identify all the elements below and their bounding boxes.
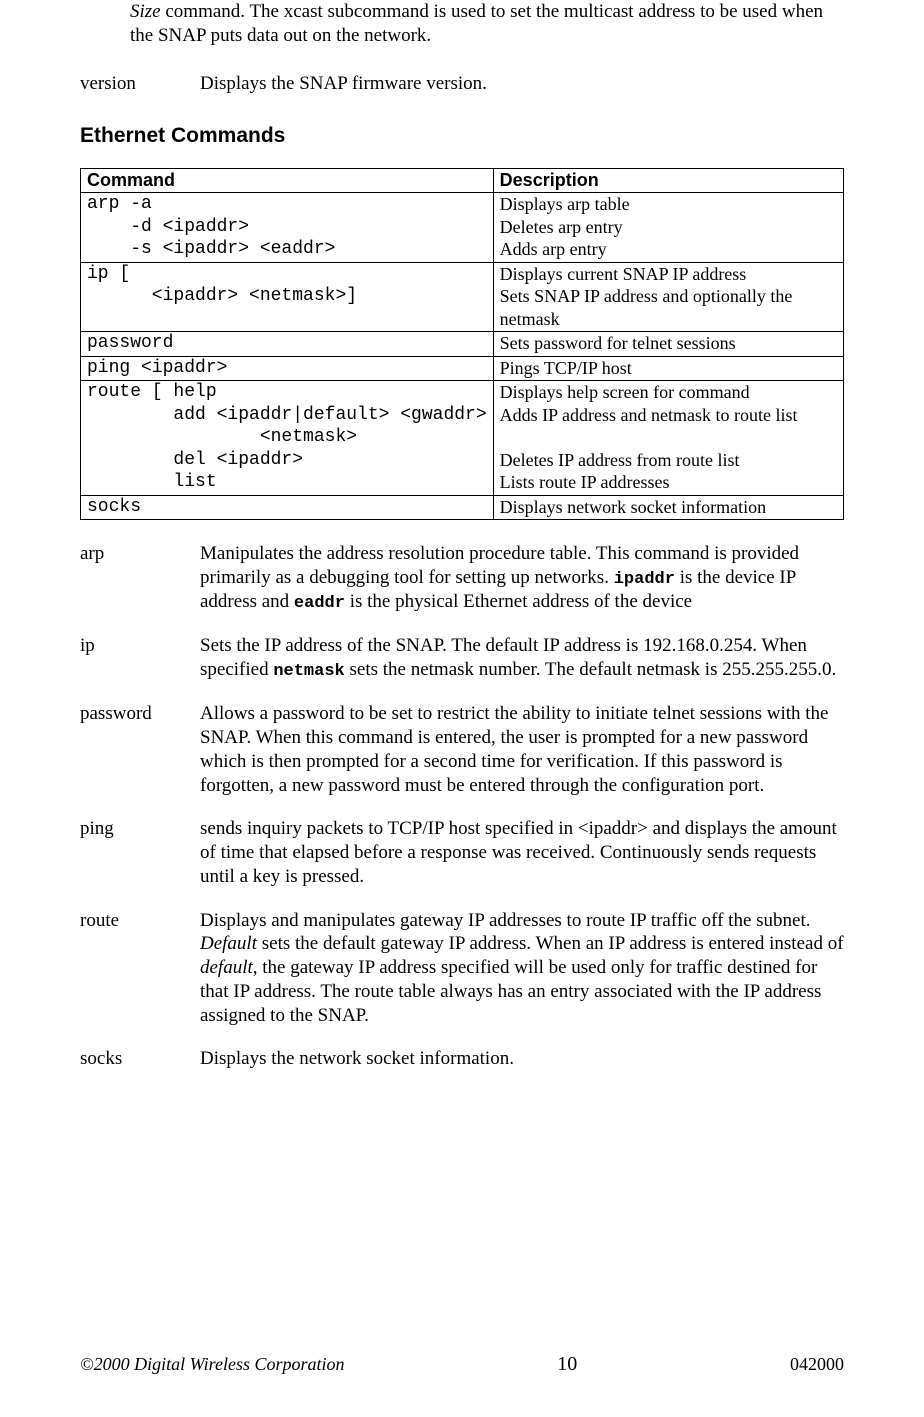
col-command: Command bbox=[81, 168, 494, 193]
ethernet-commands-table: Command Description arp -a -d <ipaddr> -… bbox=[80, 168, 844, 521]
def-term: socks bbox=[80, 1047, 200, 1071]
version-term: version bbox=[80, 72, 200, 96]
desc-cell: Sets password for telnet sessions bbox=[493, 332, 843, 357]
page: Size command. The xcast subcommand is us… bbox=[0, 0, 924, 1417]
def-ip: ip Sets the IP address of the SNAP. The … bbox=[80, 634, 844, 682]
cmd-cell: ip [ <ipaddr> <netmask>] bbox=[81, 262, 494, 332]
def-term: route bbox=[80, 909, 200, 1028]
desc-cell: Pings TCP/IP host bbox=[493, 356, 843, 381]
def-arp: arp Manipulates the address resolution p… bbox=[80, 542, 844, 614]
table-row: arp -a -d <ipaddr> -s <ipaddr> <eaddr> D… bbox=[81, 193, 844, 263]
cmd-cell: socks bbox=[81, 495, 494, 520]
cmd-cell: ping <ipaddr> bbox=[81, 356, 494, 381]
def-route: route Displays and manipulates gateway I… bbox=[80, 909, 844, 1028]
table-row: ip [ <ipaddr> <netmask>] Displays curren… bbox=[81, 262, 844, 332]
cmd-cell: route [ help add <ipaddr|default> <gwadd… bbox=[81, 381, 494, 496]
section-heading: Ethernet Commands bbox=[80, 123, 844, 149]
code-ipaddr: ipaddr bbox=[614, 570, 675, 589]
def-term: arp bbox=[80, 542, 200, 614]
def-body: Allows a password to be set to restrict … bbox=[200, 702, 844, 797]
col-description: Description bbox=[493, 168, 843, 193]
desc-cell: Displays help screen for command Adds IP… bbox=[493, 381, 843, 496]
table-header-row: Command Description bbox=[81, 168, 844, 193]
def-socks: socks Displays the network socket inform… bbox=[80, 1047, 844, 1071]
text: sets the default gateway IP address. Whe… bbox=[257, 933, 844, 954]
text: sets the netmask number. The default net… bbox=[345, 659, 836, 680]
cmd-cell: password bbox=[81, 332, 494, 357]
def-term: ping bbox=[80, 817, 200, 888]
version-row: version Displays the SNAP firmware versi… bbox=[80, 72, 844, 96]
def-body: Sets the IP address of the SNAP. The def… bbox=[200, 634, 844, 682]
def-body: Displays and manipulates gateway IP addr… bbox=[200, 909, 844, 1028]
table-row: route [ help add <ipaddr|default> <gwadd… bbox=[81, 381, 844, 496]
version-body: Displays the SNAP firmware version. bbox=[200, 72, 844, 96]
def-password: password Allows a password to be set to … bbox=[80, 702, 844, 797]
italic-default: default bbox=[200, 957, 253, 978]
footer-page-number: 10 bbox=[557, 1352, 577, 1377]
desc-cell: Displays current SNAP IP address Sets SN… bbox=[493, 262, 843, 332]
table-row: ping <ipaddr> Pings TCP/IP host bbox=[81, 356, 844, 381]
intro-paragraph: Size command. The xcast subcommand is us… bbox=[80, 0, 844, 48]
def-term: password bbox=[80, 702, 200, 797]
def-body: Manipulates the address resolution proce… bbox=[200, 542, 844, 614]
table-body: arp -a -d <ipaddr> -s <ipaddr> <eaddr> D… bbox=[81, 193, 844, 520]
table-row: password Sets password for telnet sessio… bbox=[81, 332, 844, 357]
size-word: Size bbox=[130, 1, 161, 22]
text: Displays and manipulates gateway IP addr… bbox=[200, 910, 811, 931]
def-ping: ping sends inquiry packets to TCP/IP hos… bbox=[80, 817, 844, 888]
italic-default: Default bbox=[200, 933, 257, 954]
page-footer: ©2000 Digital Wireless Corporation 10 04… bbox=[80, 1352, 844, 1377]
def-body: Displays the network socket information. bbox=[200, 1047, 844, 1071]
desc-cell: Displays arp table Deletes arp entry Add… bbox=[493, 193, 843, 263]
footer-copyright: ©2000 Digital Wireless Corporation bbox=[80, 1353, 345, 1376]
text: , the gateway IP address specified will … bbox=[200, 957, 821, 1026]
footer-date: 042000 bbox=[790, 1353, 844, 1376]
size-rest: command. The xcast subcommand is used to… bbox=[130, 1, 823, 46]
code-eaddr: eaddr bbox=[294, 594, 345, 613]
desc-cell: Displays network socket information bbox=[493, 495, 843, 520]
def-body: sends inquiry packets to TCP/IP host spe… bbox=[200, 817, 844, 888]
code-netmask: netmask bbox=[273, 662, 344, 681]
text: is the physical Ethernet address of the … bbox=[345, 591, 692, 612]
table-row: socks Displays network socket informatio… bbox=[81, 495, 844, 520]
def-term: ip bbox=[80, 634, 200, 682]
cmd-cell: arp -a -d <ipaddr> -s <ipaddr> <eaddr> bbox=[81, 193, 494, 263]
